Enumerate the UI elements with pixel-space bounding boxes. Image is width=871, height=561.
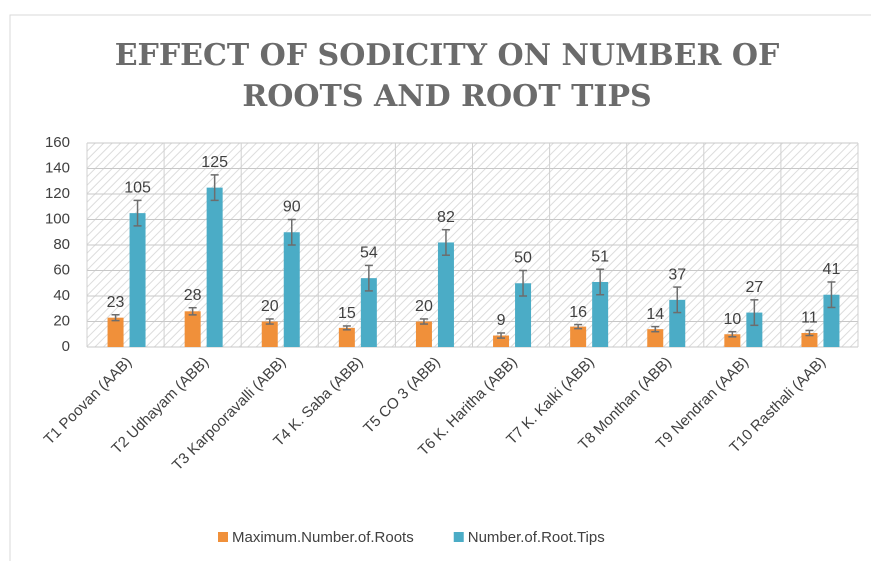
data-label: 28	[184, 287, 202, 304]
bar	[437, 242, 454, 347]
bar	[647, 329, 664, 347]
x-tick-label: T5 CO 3 (ABB)	[360, 354, 443, 437]
error-bar	[133, 199, 142, 227]
error-bar	[419, 318, 428, 325]
error-bar	[342, 325, 351, 331]
legend-swatch	[218, 532, 228, 542]
chart-border	[9, 14, 871, 561]
error-bar	[651, 325, 660, 333]
bar	[261, 321, 278, 347]
bar	[592, 281, 609, 347]
legend-swatch	[453, 532, 464, 542]
bar	[283, 232, 300, 347]
error-bar	[497, 332, 506, 339]
data-label: 27	[745, 279, 763, 296]
data-label: 14	[646, 306, 664, 323]
data-label: 16	[569, 304, 587, 321]
data-label: 105	[124, 180, 151, 197]
bar	[206, 187, 223, 347]
error-bar	[673, 286, 682, 314]
y-tick-label: 140	[45, 159, 70, 176]
data-label: 41	[823, 261, 841, 278]
data-label: 20	[415, 298, 433, 315]
error-bar	[574, 323, 583, 330]
data-label: 10	[723, 311, 741, 328]
y-tick-label: 40	[53, 287, 70, 304]
legend-label: Number.of.Root.Tips	[468, 529, 605, 546]
data-label: 11	[801, 310, 818, 327]
y-tick-label: 0	[62, 338, 70, 355]
chart-title: ROOTS AND ROOT TIPS	[242, 79, 651, 114]
bar	[360, 278, 377, 347]
error-bar	[111, 313, 120, 322]
error-bar	[441, 228, 450, 256]
data-label: 90	[283, 199, 301, 216]
y-tick-label: 20	[53, 312, 70, 329]
error-bar	[188, 306, 197, 316]
data-label: 125	[201, 154, 228, 171]
bar	[746, 312, 763, 347]
bar	[515, 283, 532, 347]
data-label: 82	[437, 209, 455, 226]
error-bar	[519, 269, 528, 297]
bar	[669, 299, 686, 347]
y-tick-label: 120	[45, 185, 70, 202]
bar	[415, 321, 432, 347]
bar	[107, 317, 124, 347]
data-label: 50	[514, 250, 532, 267]
bar	[493, 335, 510, 347]
bar	[129, 213, 146, 347]
error-bar	[728, 330, 737, 338]
y-tick-label: 60	[53, 261, 70, 278]
error-bar	[265, 318, 274, 325]
chart-title: EFFECT OF SODICITY ON NUMBER OF	[115, 38, 780, 73]
data-label: 37	[668, 266, 686, 283]
data-label: 54	[360, 245, 378, 262]
data-label: 23	[107, 294, 125, 311]
data-label: 51	[591, 248, 609, 265]
data-label: 20	[261, 298, 279, 315]
error-bar	[750, 299, 759, 327]
error-bar	[287, 218, 296, 246]
error-bar	[210, 174, 219, 202]
error-bar	[805, 329, 814, 337]
bar	[338, 327, 355, 347]
data-label: 9	[497, 312, 506, 329]
bar	[184, 311, 201, 347]
y-tick-label: 80	[53, 236, 70, 253]
bar	[570, 326, 587, 347]
error-bar	[827, 281, 836, 309]
error-bar	[596, 268, 605, 296]
y-tick-label: 160	[45, 134, 70, 151]
data-label: 15	[338, 305, 356, 322]
bar	[801, 332, 818, 347]
y-tick-label: 100	[45, 210, 70, 227]
error-bar	[364, 264, 373, 292]
legend-label: Maximum.Number.of.Roots	[232, 529, 414, 546]
